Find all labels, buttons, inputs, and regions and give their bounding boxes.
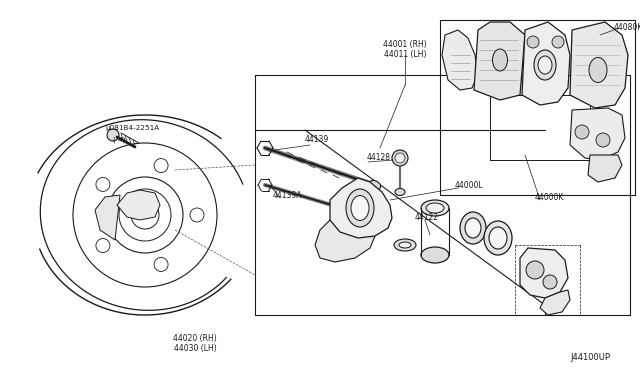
Polygon shape xyxy=(330,178,392,238)
Ellipse shape xyxy=(493,49,508,71)
Text: 44011 (LH): 44011 (LH) xyxy=(384,51,426,60)
Polygon shape xyxy=(117,190,160,220)
Text: 44139: 44139 xyxy=(305,135,329,144)
Circle shape xyxy=(552,36,564,48)
Polygon shape xyxy=(520,248,568,298)
Polygon shape xyxy=(95,195,120,240)
Circle shape xyxy=(543,275,557,289)
Text: 44122: 44122 xyxy=(415,214,439,222)
Circle shape xyxy=(527,36,539,48)
Text: 44001 (RH): 44001 (RH) xyxy=(383,41,427,49)
Ellipse shape xyxy=(426,203,444,213)
Ellipse shape xyxy=(360,212,370,218)
Ellipse shape xyxy=(394,239,416,251)
Polygon shape xyxy=(570,108,625,160)
Ellipse shape xyxy=(399,242,411,248)
Ellipse shape xyxy=(460,212,486,244)
Polygon shape xyxy=(315,220,375,262)
Text: 44128: 44128 xyxy=(367,154,391,163)
Ellipse shape xyxy=(484,221,512,255)
Ellipse shape xyxy=(465,218,481,238)
Polygon shape xyxy=(570,22,628,108)
Circle shape xyxy=(392,150,408,166)
Text: J44100UP: J44100UP xyxy=(570,353,610,362)
Text: 44000L: 44000L xyxy=(455,180,484,189)
Text: 44020 (RH): 44020 (RH) xyxy=(173,334,217,343)
Polygon shape xyxy=(522,22,570,105)
Ellipse shape xyxy=(421,247,449,263)
Polygon shape xyxy=(474,22,525,100)
Text: ( 4): ( 4) xyxy=(113,137,125,143)
Circle shape xyxy=(575,125,589,139)
Ellipse shape xyxy=(421,200,449,216)
Ellipse shape xyxy=(395,189,405,196)
Text: 44139A: 44139A xyxy=(273,190,303,199)
Ellipse shape xyxy=(489,227,507,249)
Ellipse shape xyxy=(346,189,374,227)
Polygon shape xyxy=(442,30,478,90)
Polygon shape xyxy=(588,155,622,182)
Ellipse shape xyxy=(534,50,556,80)
Text: 44000K: 44000K xyxy=(535,192,564,202)
Polygon shape xyxy=(540,290,570,315)
Circle shape xyxy=(107,129,119,141)
Text: 44080K: 44080K xyxy=(614,23,640,32)
Ellipse shape xyxy=(351,196,369,221)
Ellipse shape xyxy=(369,180,381,189)
Ellipse shape xyxy=(538,56,552,74)
Text: 44030 (LH): 44030 (LH) xyxy=(173,343,216,353)
Circle shape xyxy=(596,133,610,147)
Circle shape xyxy=(395,153,405,163)
Circle shape xyxy=(526,261,544,279)
Ellipse shape xyxy=(589,58,607,83)
Text: µ081B4-2251A: µ081B4-2251A xyxy=(105,125,159,131)
